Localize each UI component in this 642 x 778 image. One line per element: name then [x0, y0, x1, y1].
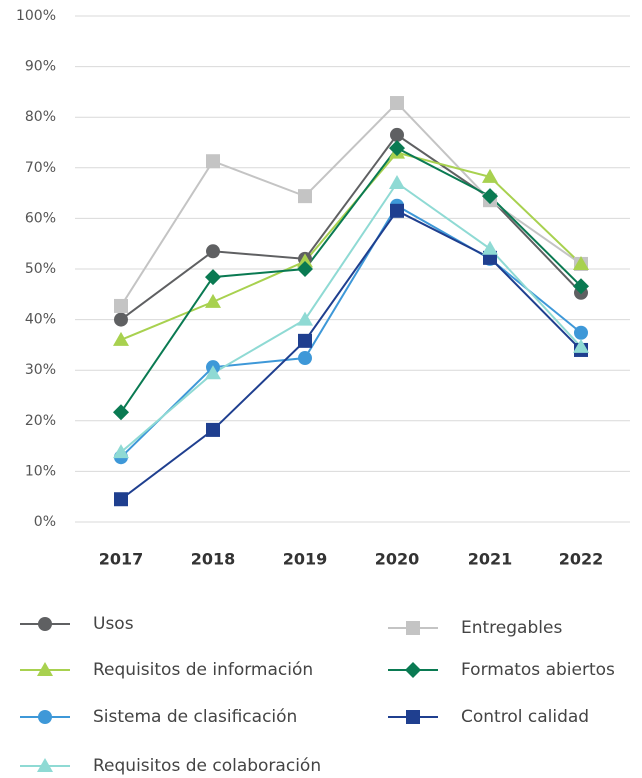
marker	[38, 710, 52, 724]
marker	[298, 189, 312, 204]
marker	[206, 154, 220, 169]
series-line	[120, 133, 582, 321]
x-tick-label: 2018	[191, 550, 236, 569]
legend-label: Sistema de clasificación	[93, 707, 297, 727]
x-tick-label: 2021	[468, 550, 513, 569]
y-tick-label: 70%	[25, 160, 56, 176]
y-tick-label: 80%	[25, 109, 56, 125]
legend-label: Entregables	[461, 618, 562, 638]
series-line	[120, 181, 582, 453]
y-tick-label: 0%	[34, 514, 56, 530]
y-tick-label: 10%	[25, 463, 56, 479]
x-tick-label: 2022	[559, 550, 604, 569]
marker	[389, 140, 405, 157]
marker	[205, 293, 221, 308]
y-tick-label: 90%	[25, 59, 56, 75]
marker	[406, 710, 420, 724]
legend-label: Formatos abiertos	[461, 660, 615, 680]
y-tick-label: 50%	[25, 261, 56, 277]
marker	[573, 255, 589, 270]
marker	[482, 188, 498, 205]
marker	[574, 325, 588, 340]
legend-label: Usos	[93, 614, 134, 634]
x-tick-label: 2020	[375, 550, 420, 569]
marker	[206, 422, 220, 437]
series-line	[120, 146, 582, 413]
marker	[205, 365, 221, 380]
x-tick-label: 2017	[99, 550, 144, 569]
marker	[297, 261, 313, 277]
marker	[297, 253, 313, 268]
marker	[482, 240, 498, 255]
legend-label: Requisitos de información	[93, 660, 313, 680]
series-line	[120, 209, 582, 501]
marker	[114, 492, 128, 507]
marker	[297, 311, 313, 326]
y-tick-label: 20%	[25, 413, 56, 429]
marker	[298, 351, 312, 366]
marker	[406, 621, 420, 635]
series-line	[120, 204, 582, 458]
marker	[573, 338, 589, 353]
y-tick-label: 30%	[25, 362, 56, 378]
marker	[37, 758, 53, 772]
legend-label: Control calidad	[461, 707, 589, 727]
y-tick-label: 100%	[16, 8, 56, 24]
marker	[206, 244, 220, 259]
legend-label: Requisitos de colaboración	[93, 756, 321, 776]
marker	[37, 662, 53, 676]
marker	[114, 312, 128, 327]
marker	[390, 203, 404, 218]
marker	[482, 168, 498, 183]
marker	[113, 444, 129, 459]
marker	[205, 269, 221, 286]
marker	[113, 404, 129, 421]
marker	[390, 127, 404, 142]
marker	[573, 278, 589, 295]
y-tick-label: 60%	[25, 210, 56, 226]
marker	[389, 174, 405, 189]
marker	[114, 298, 128, 313]
marker	[298, 333, 312, 348]
marker	[405, 662, 421, 678]
marker	[113, 331, 129, 346]
x-tick-label: 2019	[283, 550, 328, 569]
marker	[38, 617, 52, 631]
marker	[390, 96, 404, 111]
y-tick-label: 40%	[25, 312, 56, 328]
